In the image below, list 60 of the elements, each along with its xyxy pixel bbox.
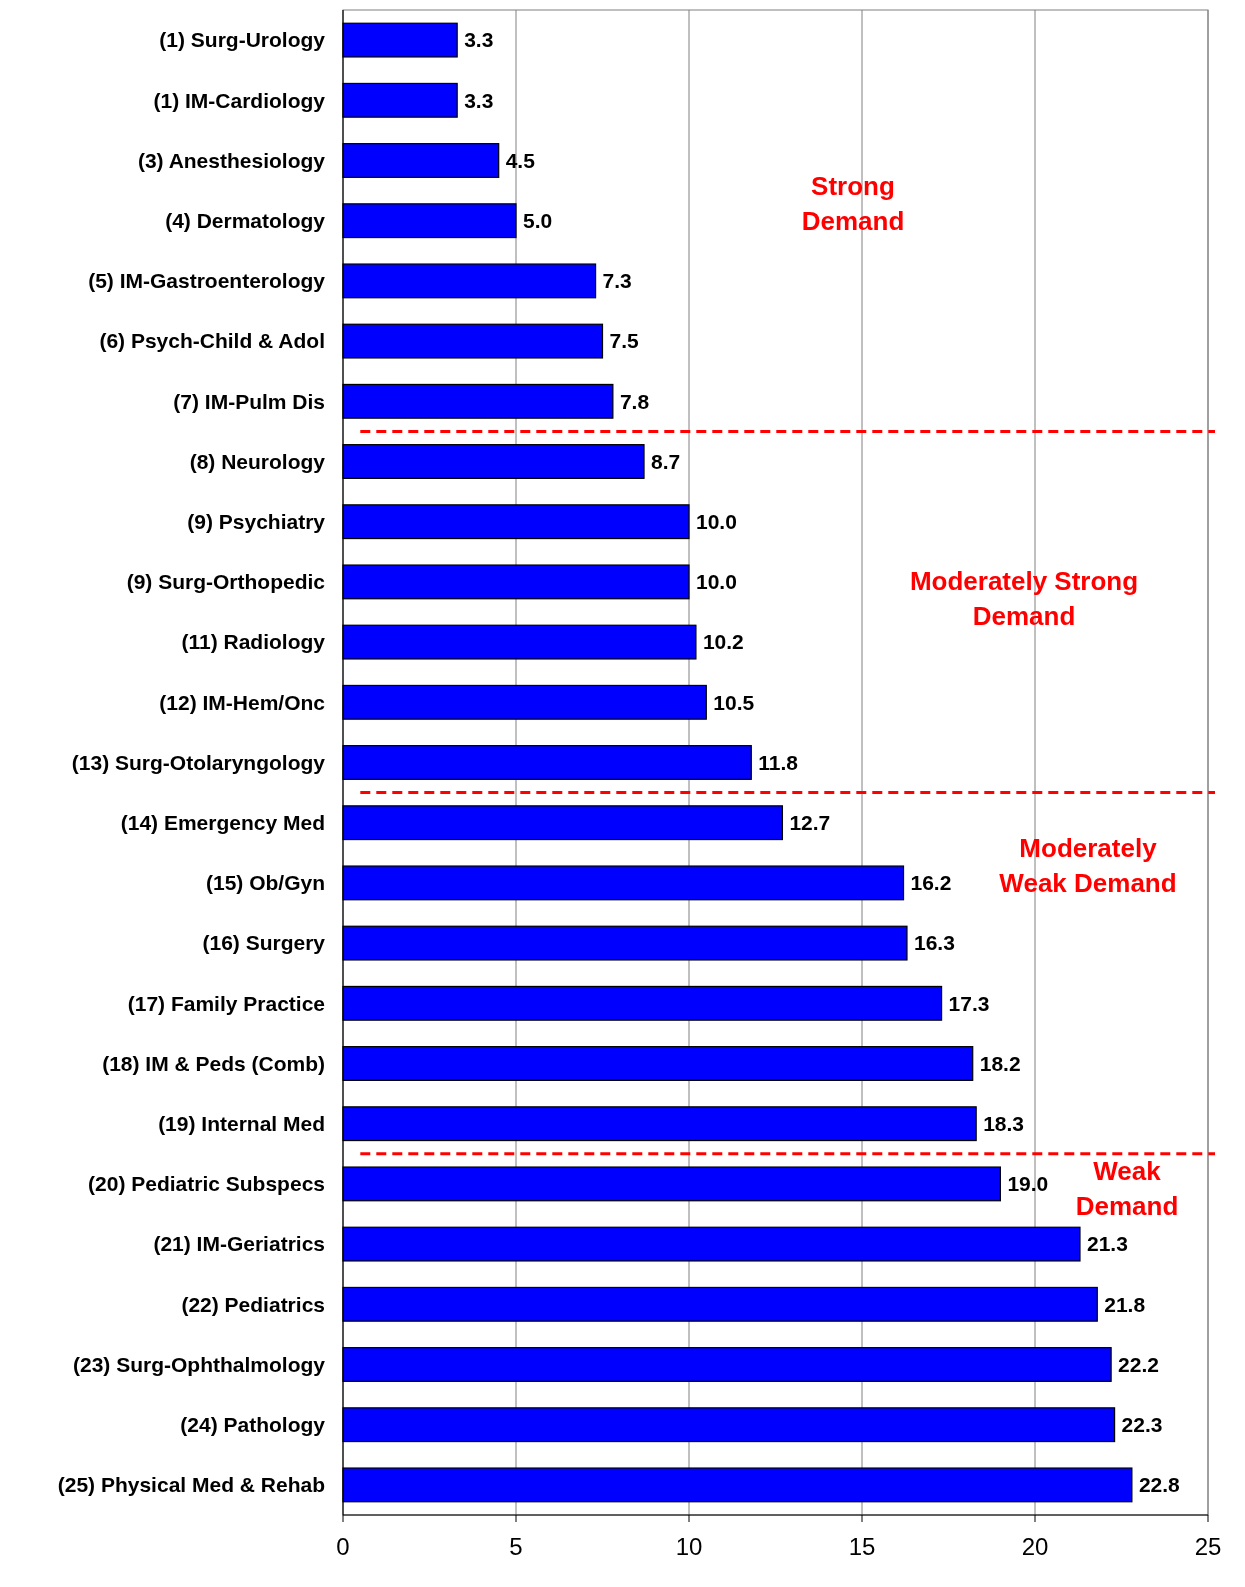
x-tick-label: 15 [848,1533,876,1560]
data-label: 16.2 [910,871,952,895]
data-label: 10.2 [702,630,744,654]
y-tick-label: (25) Physical Med & Rehab [57,1473,325,1497]
data-label: 4.5 [505,148,536,172]
y-tick-label: (17) Family Practice [127,991,325,1015]
y-tick-label: (14) Emergency Med [120,811,325,835]
data-label: 19.0 [1007,1172,1049,1196]
annotation: Moderately Strong Demand [909,565,1139,631]
y-tick-label: (19) Internal Med [158,1112,325,1136]
data-label: 5.0 [523,209,553,233]
data-label: 21.3 [1086,1232,1128,1256]
data-label: 22.8 [1138,1473,1181,1497]
data-label: 22.2 [1118,1352,1159,1376]
data-label: 3.3 [464,28,494,52]
x-tick-label: 20 [1021,1533,1049,1560]
y-tick-label: (12) IM-Hem/Onc [159,690,326,714]
y-tick-label: (24) Pathology [180,1413,326,1437]
data-label: 10.5 [713,690,755,714]
y-tick-label: (9) Surg-Orthopedic [126,570,326,594]
y-tick-label: (21) IM-Geriatrics [153,1232,325,1256]
y-tick-label: (6) Psych-Child & Adol [99,329,325,353]
data-label: 7.8 [619,389,650,413]
y-tick-label: (5) IM-Gastroenterology [88,269,326,293]
y-tick-label: (16) Surgery [202,931,326,955]
data-label: 21.8 [1104,1292,1146,1316]
data-label: 10.0 [696,570,737,594]
y-tick-label: (1) Surg-Urology [159,28,326,52]
data-label: 10.0 [696,510,737,534]
annotation: Weak Demand [1075,1155,1179,1221]
y-tick-label: (4) Dermatology [165,209,326,233]
data-label: 7.3 [602,269,632,293]
y-tick-label: (1) IM-Cardiology [153,88,326,112]
data-label: 18.3 [983,1112,1025,1136]
data-label: 16.3 [913,931,955,955]
y-tick-label: (13) Surg-Otolaryngology [71,750,326,774]
annotation: Strong Demand [801,170,905,236]
y-tick-label: (11) Radiology [181,630,326,654]
y-tick-label: (9) Psychiatry [187,510,326,534]
y-tick-label: (7) IM-Pulm Dis [173,389,325,413]
x-tick-label: 10 [675,1533,703,1560]
y-tick-label: (15) Ob/Gyn [205,871,325,895]
data-label: 7.5 [609,329,640,353]
annotation: Moderately Weak Demand [999,832,1177,898]
data-label: 11.8 [758,750,799,774]
y-tick-label: (22) Pediatrics [181,1292,325,1316]
data-label: 12.7 [789,811,831,835]
y-tick-label: (20) Pediatric Subspecs [88,1172,325,1196]
data-label: 3.3 [464,88,494,112]
y-tick-label: (18) IM & Peds (Comb) [102,1051,325,1075]
data-label: 17.3 [948,991,990,1015]
x-tick-label: 0 [336,1533,350,1560]
y-tick-label: (8) Neurology [189,449,326,473]
x-tick-label: 25 [1194,1533,1222,1560]
data-label: 18.2 [979,1051,1021,1075]
x-tick-label: 5 [509,1533,523,1560]
data-label: 8.7 [651,449,681,473]
y-tick-label: (23) Surg-Ophthalmology [73,1352,326,1376]
y-tick-label: (3) Anesthesiology [137,148,326,172]
data-label: 22.3 [1121,1413,1163,1437]
